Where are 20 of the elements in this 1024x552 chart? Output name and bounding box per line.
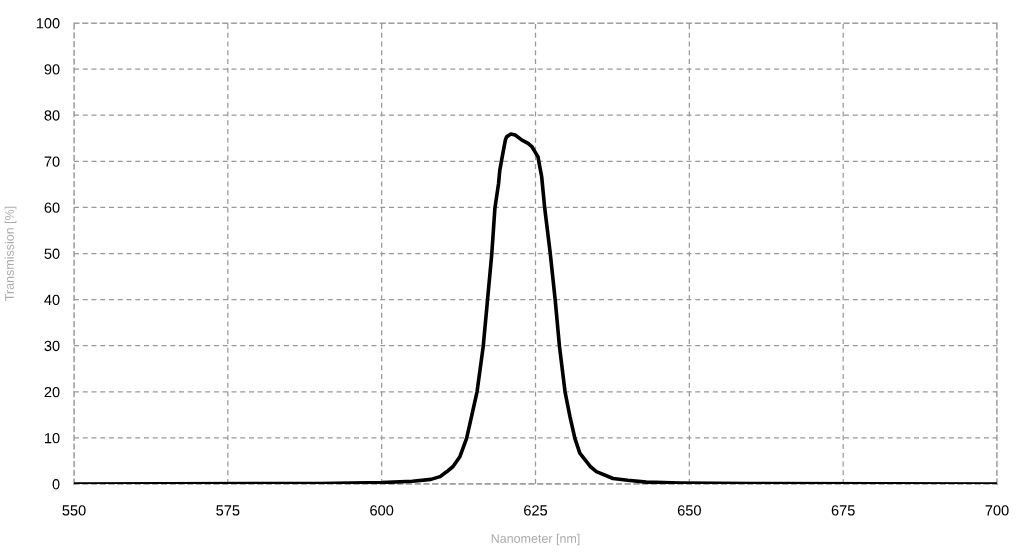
y-tick-label: 70 bbox=[44, 156, 60, 167]
y-tick-label: 40 bbox=[44, 294, 60, 306]
y-tick-label: 100 bbox=[36, 18, 60, 29]
y-tick-label: 20 bbox=[44, 386, 60, 398]
y-tick-label: 60 bbox=[44, 202, 60, 213]
y-tick-label: 90 bbox=[44, 64, 60, 75]
y-tick-label: 10 bbox=[45, 433, 60, 444]
y-axis-title: Transmission [%] bbox=[4, 206, 17, 301]
x-tick-label: 675 bbox=[831, 505, 855, 516]
y-tick-label: 80 bbox=[44, 110, 60, 121]
x-tick-label: 700 bbox=[985, 505, 1009, 516]
y-tick-label: 50 bbox=[44, 248, 60, 259]
x-tick-label: 550 bbox=[62, 505, 86, 516]
x-tick-label: 575 bbox=[216, 505, 240, 516]
y-tick-label: 0 bbox=[52, 479, 60, 490]
x-tick-label: 600 bbox=[370, 505, 394, 516]
x-axis-title: Nanometer [nm] bbox=[491, 533, 580, 546]
x-tick-label: 625 bbox=[524, 505, 548, 516]
y-tick-label: 30 bbox=[44, 340, 60, 352]
x-tick-label: 650 bbox=[677, 505, 701, 516]
